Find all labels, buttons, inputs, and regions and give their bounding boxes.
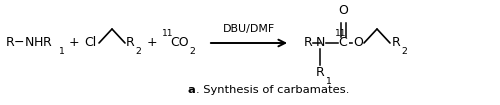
Text: R: R — [126, 37, 135, 49]
Text: 11: 11 — [162, 30, 173, 39]
Text: DBU/DMF: DBU/DMF — [223, 24, 275, 34]
Text: Cl: Cl — [84, 37, 96, 49]
Text: 2: 2 — [189, 47, 195, 56]
Text: C: C — [338, 37, 347, 49]
Text: 2: 2 — [401, 47, 407, 56]
Text: a: a — [188, 85, 196, 95]
Text: . Synthesis of carbamates.: . Synthesis of carbamates. — [196, 85, 350, 95]
Text: 1: 1 — [58, 47, 64, 56]
Text: +: + — [147, 37, 158, 49]
Text: N: N — [316, 37, 324, 49]
Text: R: R — [392, 37, 401, 49]
Text: 11: 11 — [335, 28, 346, 37]
Text: +: + — [69, 37, 80, 49]
Text: R$-$NHR: R$-$NHR — [5, 37, 53, 49]
Text: CO: CO — [170, 37, 188, 49]
Text: R: R — [316, 66, 325, 79]
Text: 2: 2 — [135, 47, 141, 56]
Text: R: R — [304, 37, 313, 49]
Text: O: O — [353, 37, 363, 49]
Text: O: O — [338, 4, 348, 17]
Text: 1: 1 — [325, 77, 331, 85]
